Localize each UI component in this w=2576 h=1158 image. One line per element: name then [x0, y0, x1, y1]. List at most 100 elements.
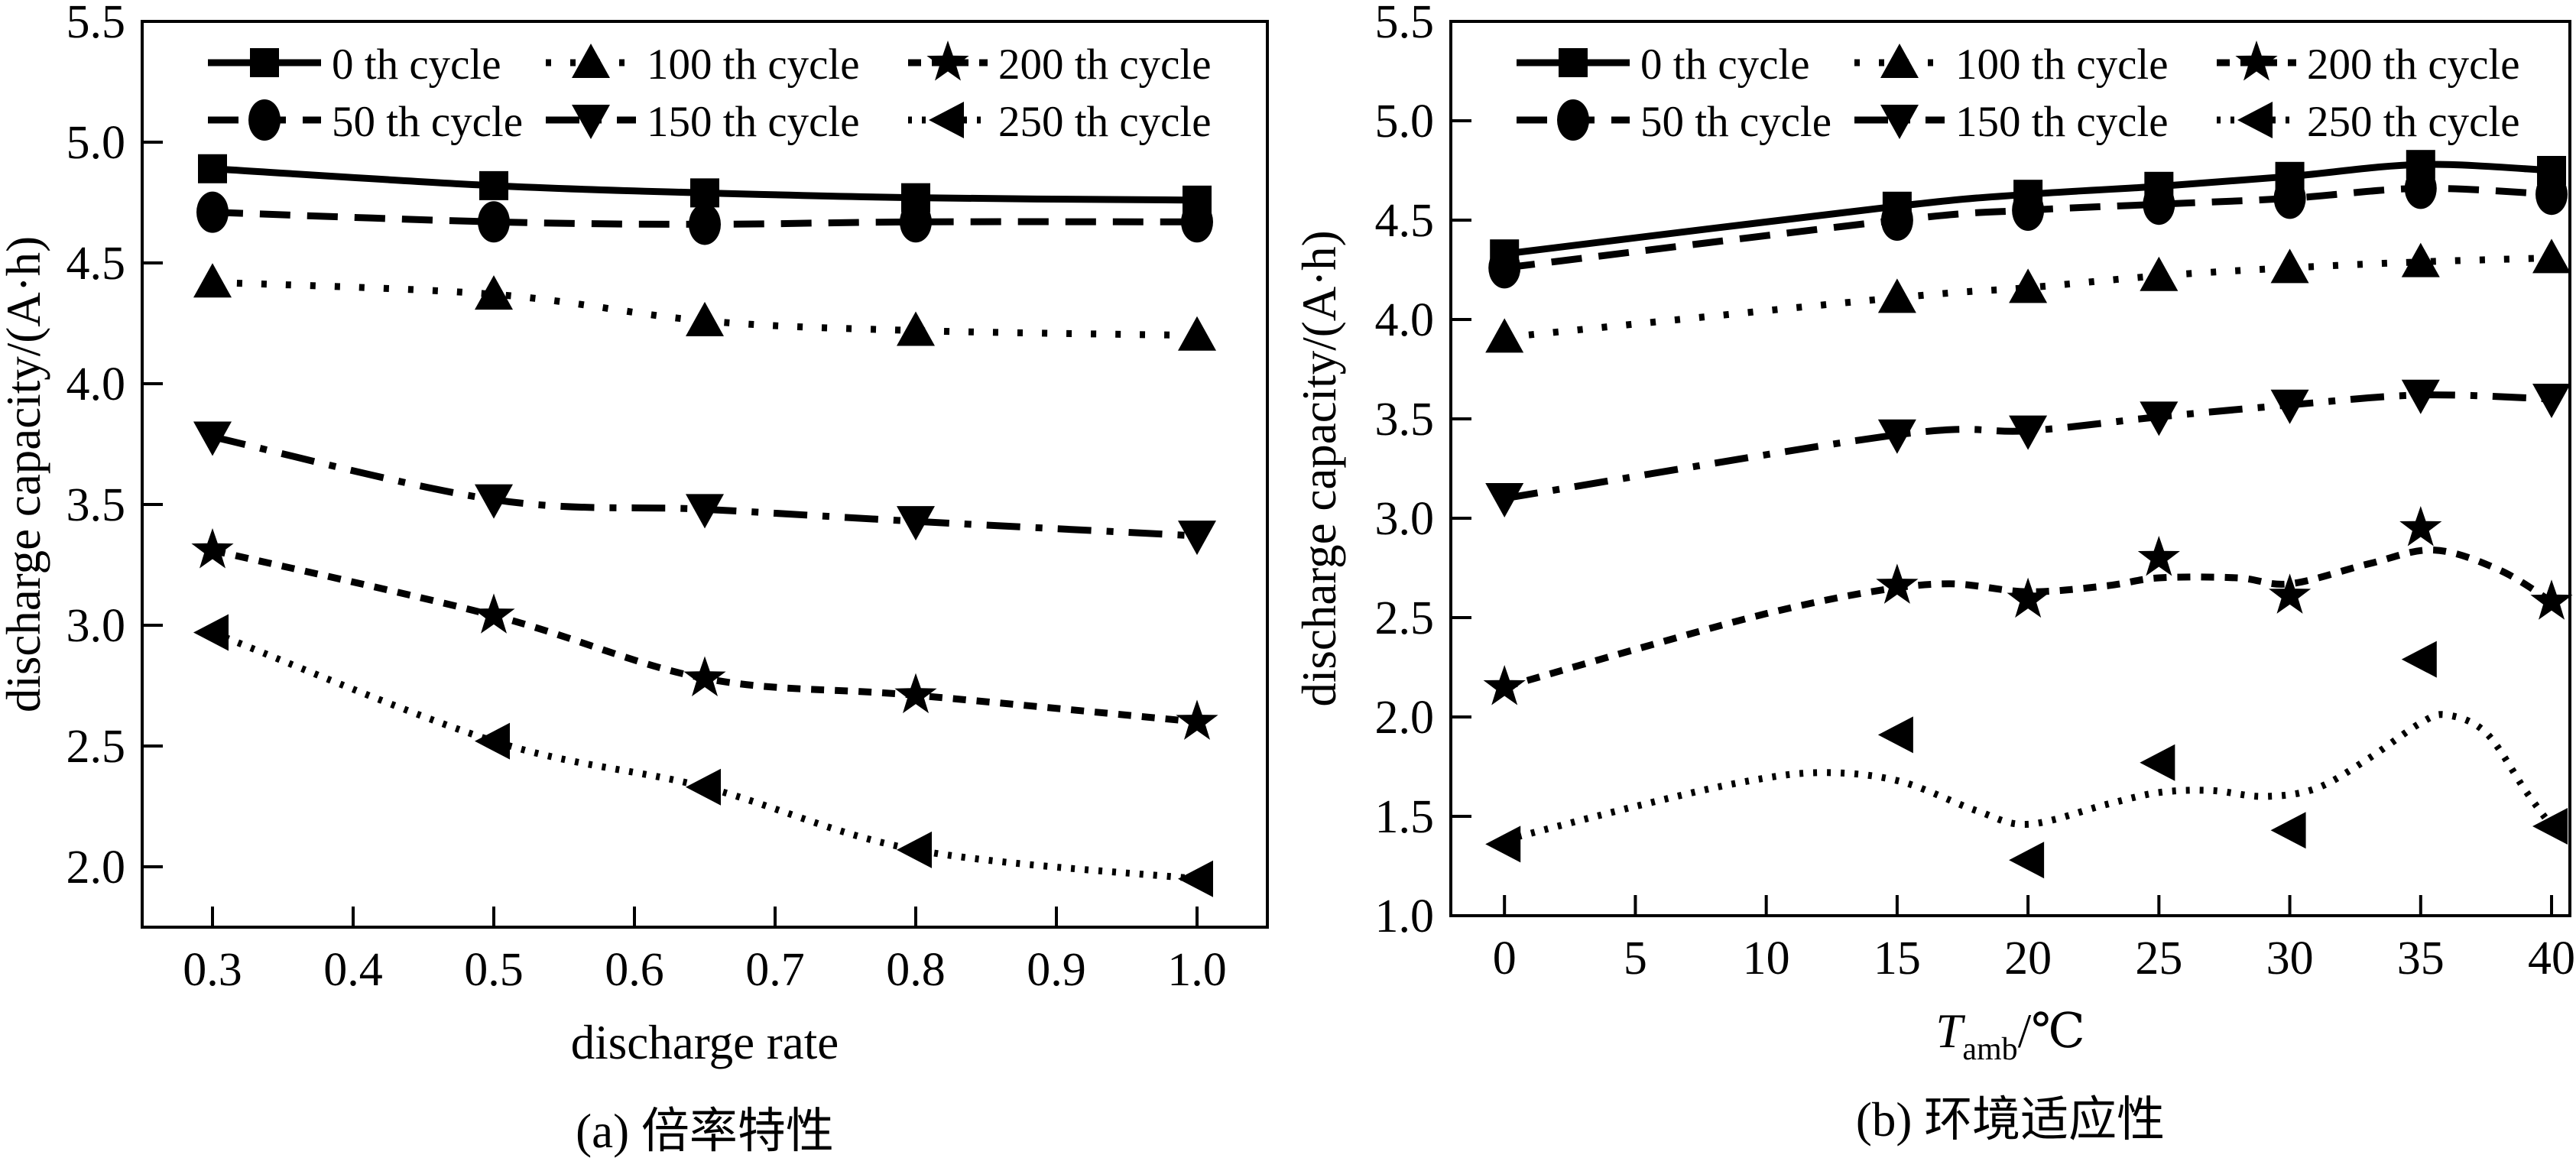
series-marker-2: [1178, 316, 1216, 351]
series-marker-1: [196, 191, 229, 233]
series-marker-4: [1876, 563, 1919, 604]
y-axis-tick-label: 4.5: [67, 238, 126, 290]
star-icon: [926, 41, 969, 81]
series-line-3: [1504, 391, 2552, 502]
y-axis-label: discharge capacity/(A·h): [1293, 230, 1346, 706]
y-axis-tick-label: 4.0: [67, 358, 126, 410]
series-marker-3: [193, 421, 232, 456]
x-axis-tick-label: 25: [2135, 933, 2182, 984]
y-axis-tick-label: 5.0: [1375, 96, 1435, 148]
x-axis-tick-label: 0.5: [464, 944, 524, 996]
series-marker-3: [1485, 483, 1524, 517]
y-axis-tick-label: 2.0: [67, 842, 126, 894]
series-marker-1: [478, 201, 510, 243]
series-marker-5: [2140, 744, 2175, 781]
series-marker-5: [686, 768, 721, 806]
x-axis-tick-label: 5: [1624, 933, 1647, 984]
series-marker-0: [690, 178, 719, 208]
series-marker-2: [2270, 248, 2309, 284]
y-axis-tick-label: 2.5: [1375, 592, 1435, 644]
y-axis-tick-label: 4.0: [1375, 294, 1435, 346]
triangle-down-icon: [572, 105, 610, 139]
series-marker-2: [193, 263, 232, 298]
square-icon: [250, 48, 279, 77]
x-axis-tick-label: 35: [2397, 933, 2445, 984]
series-marker-4: [1483, 665, 1526, 706]
triangle-up-icon: [1880, 44, 1919, 78]
y-axis-tick-label: 2.0: [1375, 692, 1435, 744]
series-marker-3: [1877, 419, 1916, 454]
x-axis-tick-label: 0: [1493, 933, 1517, 984]
legend-item-label: 200 th cycle: [2307, 41, 2520, 89]
x-axis-tick-label: 0.3: [183, 944, 242, 996]
legend-item-label: 250 th cycle: [2307, 98, 2520, 146]
series-marker-1: [2012, 190, 2045, 231]
series-marker-3: [897, 506, 935, 541]
legend-item-label: 50 th cycle: [1640, 98, 1831, 146]
y-axis-tick-label: 3.0: [1375, 493, 1435, 545]
subplot-caption: (a) 倍率特性: [576, 1104, 834, 1158]
chart-rate-characteristic: 2.0 2.5 3.0 3.5 4.0 4.5 5.0 5.5 0.3 0.4 0.5 0.6 0.7 0…: [0, 0, 1269, 1158]
series-marker-2: [2401, 242, 2440, 277]
triangle-left-icon: [929, 102, 964, 138]
series-line-4: [1503, 547, 2554, 691]
series-marker-5: [1877, 716, 1913, 754]
y-axis-tick-label: 1.0: [1375, 890, 1435, 942]
circle-icon: [248, 99, 281, 141]
y-axis-tick-label: 5.5: [67, 0, 126, 48]
series-marker-4: [2269, 573, 2312, 614]
y-axis-tick-label: 3.5: [67, 479, 126, 531]
plot-frame: [1449, 20, 2571, 917]
series-marker-1: [1181, 201, 1213, 243]
series-marker-2: [475, 275, 513, 310]
triangle-left-icon: [2237, 102, 2273, 138]
series-marker-5: [2532, 808, 2568, 845]
series-marker-3: [2009, 415, 2048, 450]
triangle-up-icon: [572, 44, 610, 78]
x-axis-tick-label: 0.4: [323, 944, 383, 996]
circle-icon: [1557, 99, 1589, 141]
series-marker-3: [2140, 401, 2179, 436]
y-axis-tick-label: 3.0: [67, 600, 126, 652]
legend-item-label: 250 th cycle: [998, 98, 1212, 146]
x-axis-tick-label: 30: [2266, 933, 2314, 984]
series-marker-2: [1485, 318, 1524, 353]
legend-item-label: 150 th cycle: [647, 98, 860, 146]
series-marker-3: [2270, 389, 2309, 424]
series-marker-5: [897, 831, 932, 868]
y-axis-tick-label: 3.5: [1375, 394, 1435, 446]
series-marker-5: [2401, 641, 2437, 678]
series-marker-2: [2140, 256, 2179, 291]
series-marker-1: [2273, 177, 2306, 219]
x-axis-tick-label: 0.9: [1027, 944, 1086, 996]
legend-item-label: 0 th cycle: [332, 41, 501, 89]
legend-item-label: 0 th cycle: [1640, 41, 1810, 89]
series-marker-1: [2143, 183, 2175, 225]
series-marker-5: [1178, 860, 1213, 897]
series-marker-0: [479, 170, 508, 200]
y-axis-tick-label: 2.5: [67, 721, 126, 773]
series-marker-1: [1880, 199, 1913, 241]
y-axis-tick-label: 4.5: [1375, 195, 1435, 247]
series-marker-4: [1176, 699, 1218, 740]
plot-frame: [141, 20, 1269, 929]
series-marker-4: [894, 673, 937, 714]
series-marker-2: [2532, 238, 2571, 274]
series-marker-1: [1488, 247, 1521, 289]
series-marker-3: [1178, 521, 1216, 556]
series-marker-5: [475, 722, 510, 760]
x-axis-tick-label: 0.7: [745, 944, 805, 996]
y-axis-tick-label: 5.0: [67, 117, 126, 169]
series-marker-4: [2007, 577, 2049, 618]
series-marker-2: [1877, 278, 1916, 313]
series-marker-4: [2530, 579, 2573, 620]
legend-item-label: 50 th cycle: [332, 98, 523, 146]
subplot-caption: (b) 环境适应性: [1856, 1093, 2165, 1147]
y-axis-label: discharge capacity/(A·h): [0, 236, 50, 712]
series-marker-1: [2535, 174, 2568, 216]
y-axis-tick-label: 1.5: [1375, 791, 1435, 843]
x-axis-label: discharge rate: [571, 1016, 839, 1069]
series-line-5: [1504, 711, 2555, 844]
legend-item-label: 150 th cycle: [1955, 98, 2169, 146]
